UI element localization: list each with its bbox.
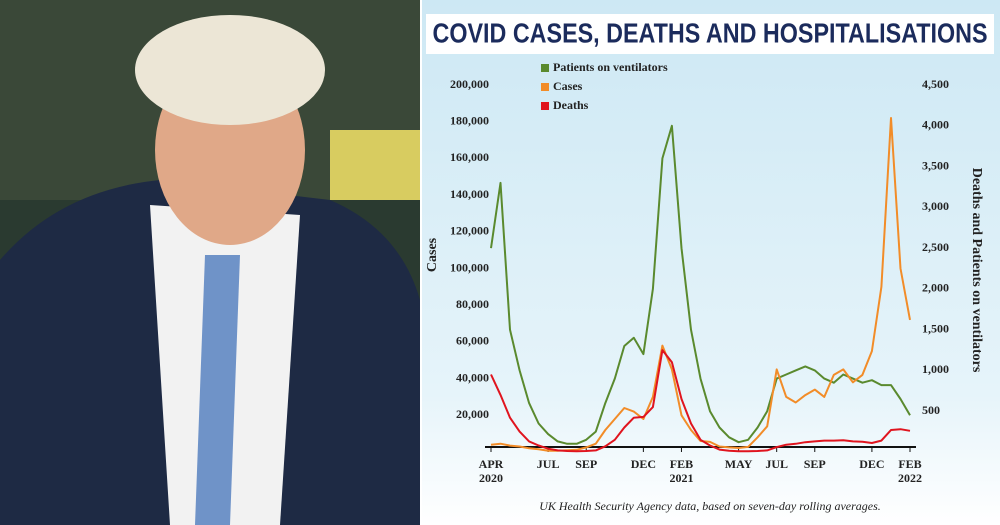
y-tick-label: 140,000 [450,187,489,201]
x-tick-label: DEC [630,457,657,471]
legend-label: Deaths [553,98,589,112]
legend-swatch [541,64,549,72]
y2-tick-label: 2,000 [922,281,949,295]
series-line [490,349,911,453]
y2-tick-label: 3,500 [922,158,949,172]
y-tick-label: 160,000 [450,150,489,164]
x-tick-label: JUL [765,457,788,471]
y2-tick-label: 500 [922,403,940,417]
y-axis-title: Cases [425,237,440,272]
y2-tick-label: 1,500 [922,321,949,335]
x-tick-label: FEB 2021 [669,457,694,485]
y-tick-label: 200,000 [450,77,489,91]
y2-tick-label: 2,500 [922,240,949,254]
y2-tick-label: 4,000 [922,118,949,132]
photo [0,0,420,525]
y2-axis-title: Deaths and Patients on ventilators [969,168,984,373]
legend-label: Cases [553,79,583,93]
y-tick-label: 60,000 [456,334,489,348]
x-tick-label: JUL [536,457,560,471]
y-tick-label: 40,000 [456,370,489,384]
y2-tick-label: 3,000 [922,199,949,213]
chart-title: COVID CASES, DEATHS AND HOSPITALISATIONS [433,17,988,48]
legend-swatch [541,83,549,91]
series-line [490,124,911,445]
y-tick-label: 100,000 [450,260,489,274]
x-tick-label: SEP [803,457,826,471]
title-box [426,14,994,54]
x-tick-label: MAY [724,457,753,471]
x-tick-label: FEB 2022 [898,457,922,485]
y2-tick-label: 4,500 [922,77,949,91]
legend-swatch [541,102,549,110]
y2-tick-label: 1,000 [922,362,949,376]
y-tick-label: 80,000 [456,297,489,311]
y-tick-label: 20,000 [456,407,489,421]
y-tick-label: 120,000 [450,224,489,238]
x-tick-label: DEC [859,457,885,471]
y-tick-label: 180,000 [450,113,489,127]
x-tick-label: APR 2020 [478,457,504,485]
x-tick-label: SEP [575,457,598,471]
legend-label: Patients on ventilators [553,60,668,74]
source-note: UK Health Security Agency data, based on… [539,499,881,513]
chart-panel [422,0,1000,525]
